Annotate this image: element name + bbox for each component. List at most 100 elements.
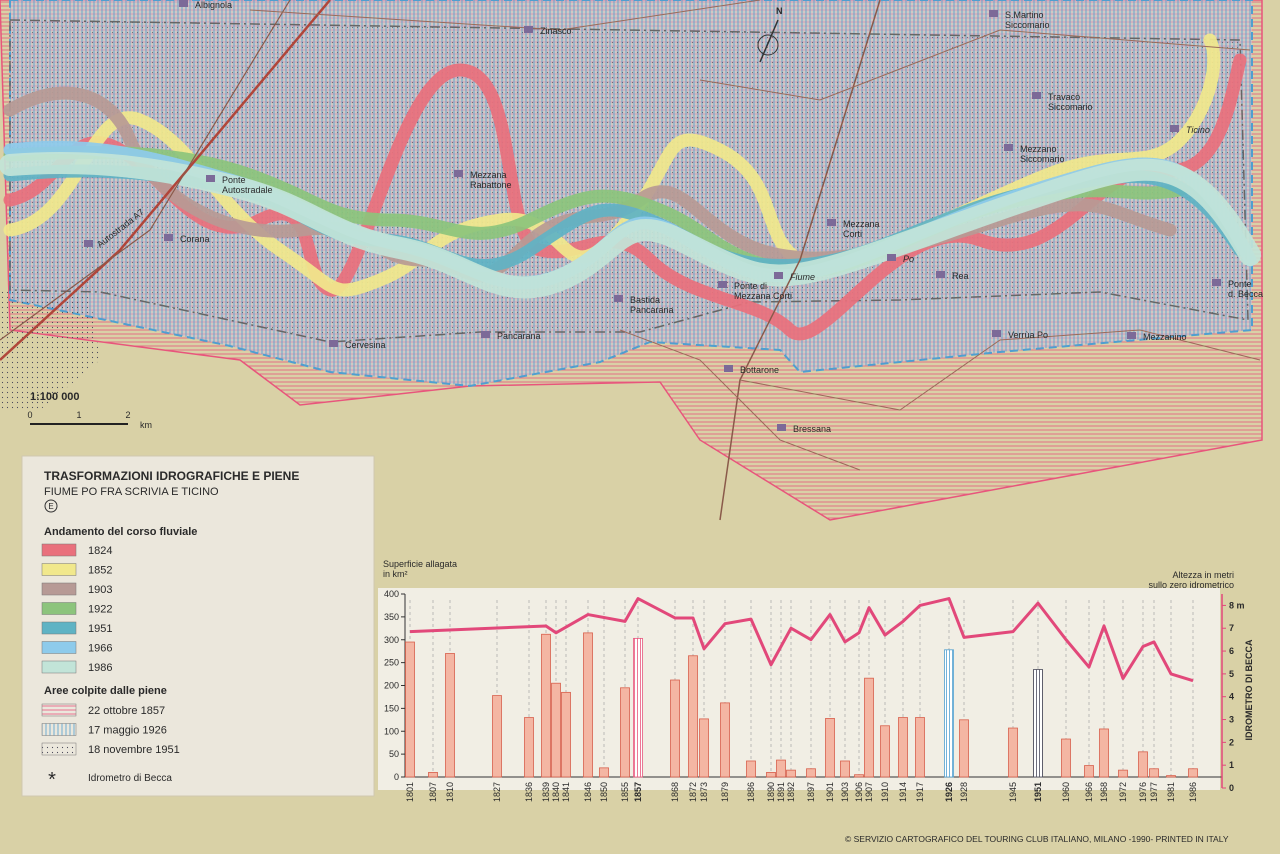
x-tick-label: 1906	[854, 782, 864, 802]
place-label: Zinasco	[540, 26, 572, 36]
place-label: Pancarana	[497, 331, 541, 341]
settlement	[777, 424, 786, 431]
bar	[1061, 738, 1071, 778]
north-arrow	[757, 34, 779, 56]
x-tick-label: 1977	[1149, 782, 1159, 802]
legend-label: 18 novembre 1951	[88, 744, 180, 756]
bar	[551, 682, 561, 778]
y-tick-label: 250	[384, 658, 399, 668]
legend-heading: Andamento del corso fluviale	[44, 526, 197, 538]
x-tick-label: 1910	[880, 782, 890, 802]
place-label: Mezzanino	[1143, 332, 1187, 342]
bar	[1149, 768, 1159, 778]
settlement	[724, 365, 733, 372]
x-tick-label: 1827	[492, 782, 502, 802]
motorway	[0, 0, 331, 361]
settlement	[206, 175, 215, 182]
y2-tick-label: 6	[1229, 646, 1234, 656]
settlement	[1032, 92, 1041, 99]
x-tick-label: 1966	[1084, 782, 1094, 802]
place-label: Autostradale	[222, 185, 273, 195]
bar	[746, 760, 756, 778]
bar	[445, 653, 455, 778]
settlement	[936, 271, 945, 278]
bar	[1099, 728, 1109, 778]
x-tick-label: 1914	[898, 782, 908, 802]
bar	[915, 717, 925, 778]
bar	[561, 691, 571, 778]
x-tick-label: 1907	[864, 782, 874, 802]
place-label: Corti	[843, 229, 862, 239]
place-label: Corana	[180, 234, 210, 244]
place-label: Ponte	[222, 175, 246, 185]
place-label: Rabattone	[470, 180, 512, 190]
road	[249, 0, 761, 31]
bar	[633, 637, 643, 778]
scale-tick: 0	[27, 410, 32, 420]
legend-swatch	[41, 602, 77, 615]
legend-title: TRASFORMAZIONI IDROGRAFICHE E PIENE	[44, 469, 299, 483]
bar	[898, 717, 908, 778]
y2-tick-label: 7	[1229, 623, 1234, 633]
y2-axis-label: sullo zero idrometrico	[1148, 580, 1234, 590]
place-label: Pancarana	[630, 305, 674, 315]
y2-tick-label: 1	[1229, 760, 1234, 770]
bar	[806, 768, 816, 778]
place-label: Ponte	[1228, 279, 1252, 289]
place-label: Mezzana	[470, 170, 507, 180]
x-tick-label: 1951	[1033, 782, 1043, 802]
x-tick-label: 1903	[840, 782, 850, 802]
legend-label: 22 ottobre 1857	[88, 705, 165, 717]
legend-label: 1824	[88, 545, 112, 557]
bar	[944, 649, 954, 778]
legend-swatch	[41, 641, 77, 654]
y2-tick-label: 4	[1229, 692, 1234, 702]
x-tick-label: 1968	[1099, 782, 1109, 802]
x-tick-label: 1846	[583, 782, 593, 802]
railway	[0, 0, 291, 341]
y-tick-label: 350	[384, 612, 399, 622]
legend-label: 1852	[88, 565, 112, 577]
y-tick-label: 400	[384, 589, 399, 599]
x-tick-label: 1855	[620, 782, 630, 802]
legend-label: 1986	[88, 662, 112, 674]
flood-area	[0, 290, 100, 410]
legend-label: 1903	[88, 584, 112, 596]
x-tick-label: 1839	[541, 782, 551, 802]
legend-box	[21, 455, 375, 797]
gauge-label: Idrometro di Becca	[88, 773, 172, 784]
x-tick-label: 1841	[561, 782, 571, 802]
scale-ratio: 1:100 000	[30, 391, 80, 403]
bar	[1084, 765, 1094, 778]
place-label: Siccomario	[1048, 102, 1093, 112]
place-label: Cervesina	[345, 340, 386, 350]
flood-area	[9, 19, 1249, 343]
settlement	[179, 0, 188, 7]
settlement	[827, 219, 836, 226]
x-tick-label: 1886	[746, 782, 756, 802]
gauge-line	[409, 597, 1194, 683]
y-axis-label: Superficie allagata	[383, 559, 457, 569]
bar	[1033, 669, 1043, 778]
x-tick-label: 1810	[445, 782, 455, 802]
road	[699, 29, 1251, 101]
place-label: Mezzana	[843, 219, 880, 229]
legend-label: 17 maggio 1926	[88, 725, 167, 737]
bar	[720, 702, 730, 778]
bar	[492, 695, 502, 778]
chart-box	[378, 588, 1220, 790]
legend-label: 1951	[88, 623, 112, 635]
settlement	[481, 331, 490, 338]
settlement	[164, 234, 173, 241]
legend: TRASFORMAZIONI IDROGRAFICHE E PIENE FIUM…	[21, 455, 375, 797]
x-tick-label: 1801	[405, 782, 415, 802]
railway	[719, 0, 881, 521]
settlement	[84, 240, 93, 247]
place-label: Siccomario	[1005, 20, 1050, 30]
place-label: Mezzano	[1020, 144, 1057, 154]
x-tick-label: 1917	[915, 782, 925, 802]
bar	[688, 655, 698, 778]
settlement	[718, 281, 727, 288]
x-tick-label: 1960	[1061, 782, 1071, 802]
settlement	[1004, 144, 1013, 151]
